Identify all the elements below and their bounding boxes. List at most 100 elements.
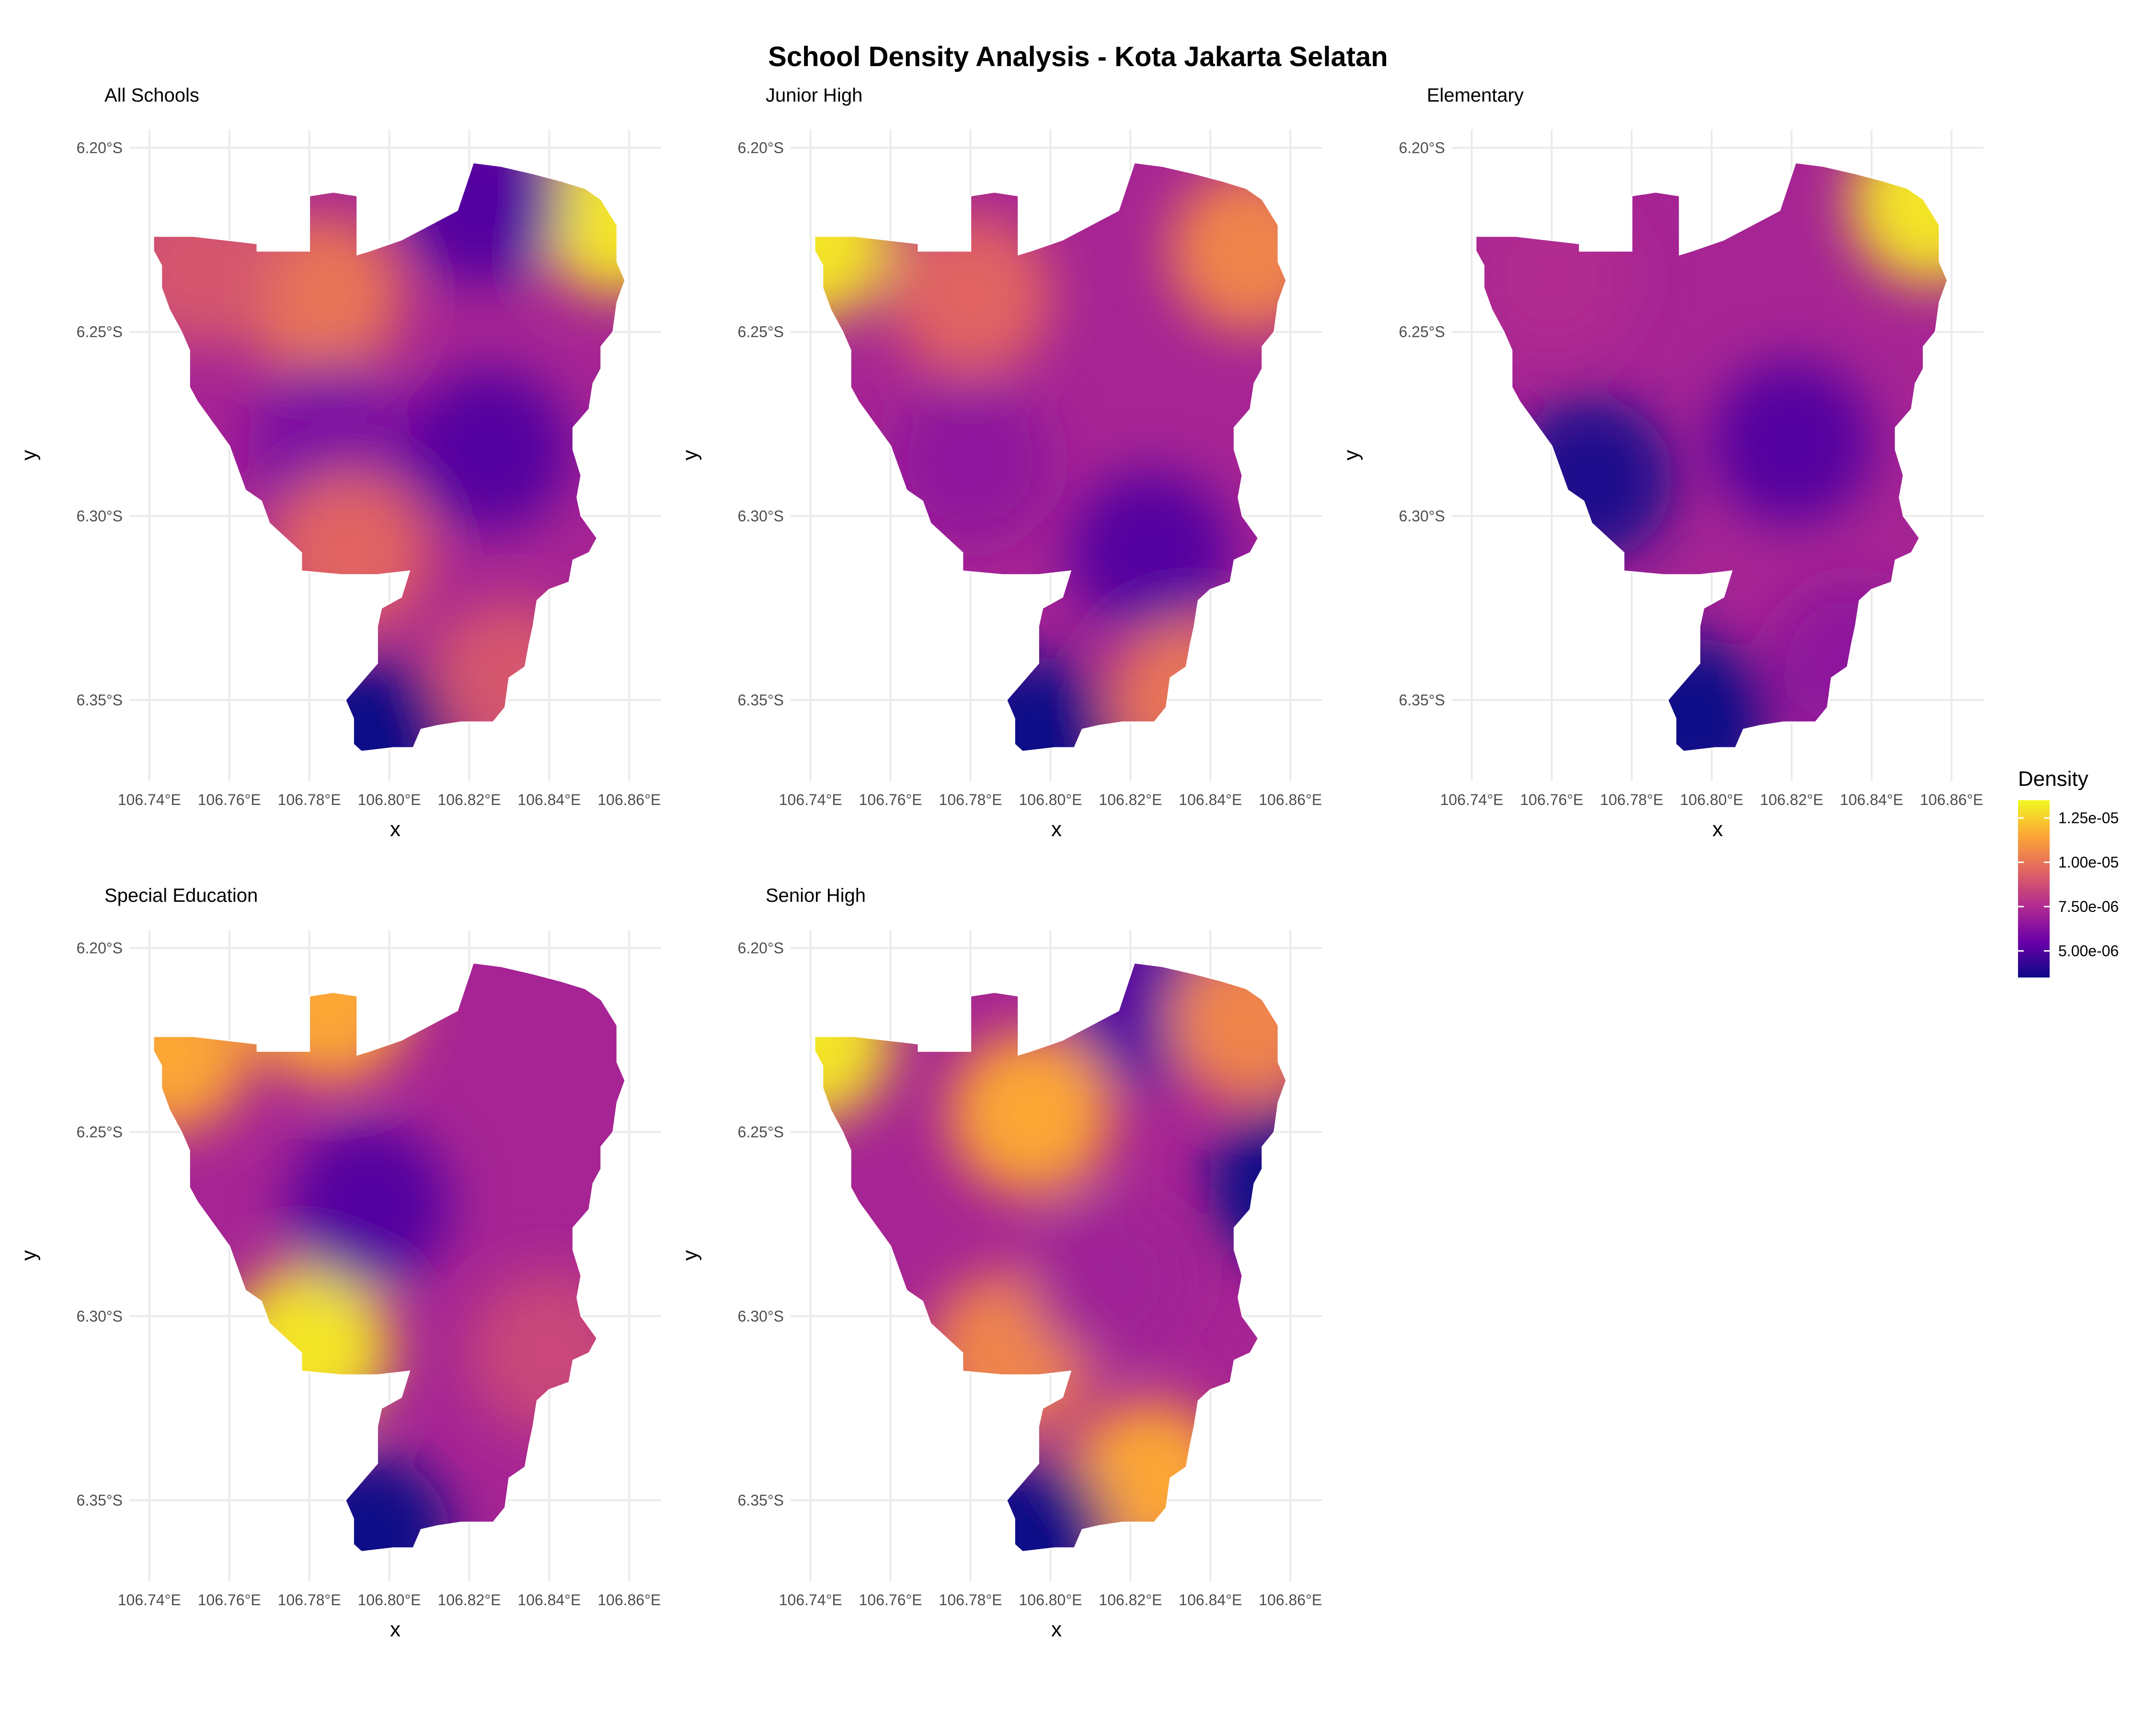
density-hotspot bbox=[1710, 361, 1873, 524]
x-axis-label: x bbox=[390, 817, 401, 841]
x-tick-label: 106.82°E bbox=[1099, 791, 1162, 808]
x-tick-label: 106.74°E bbox=[1440, 791, 1503, 808]
legend-tick-label: 5.00e-06 bbox=[2058, 943, 2119, 960]
y-axis-label: y bbox=[678, 1250, 702, 1261]
density-hotspot bbox=[268, 471, 431, 634]
density-hotspot bbox=[1169, 169, 1286, 333]
x-tick-label: 106.76°E bbox=[198, 1591, 261, 1609]
x-tick-label: 106.86°E bbox=[1259, 791, 1322, 808]
district-boundary bbox=[814, 962, 1287, 1553]
y-tick-label: 6.35°S bbox=[738, 691, 784, 709]
panel-2: Elementary 106.74°E 106.76°E 106.78°E 106.80… bbox=[1340, 85, 1984, 841]
panels: All Schools 106.74°E 106.76°E 106.78°E 106.8… bbox=[17, 85, 1984, 1641]
density-hotspot bbox=[153, 184, 279, 347]
y-tick-label: 6.25°S bbox=[77, 1124, 123, 1141]
district-boundary bbox=[814, 161, 1287, 753]
y-tick-label: 6.20°S bbox=[77, 139, 123, 156]
x-axis-label: x bbox=[390, 1618, 401, 1641]
panel-4: Senior High 106.74°E 106.76°E 106.78°E 106.8… bbox=[678, 885, 1322, 1641]
density-hotspot bbox=[1029, 1197, 1192, 1361]
y-tick-label: 6.20°S bbox=[77, 939, 123, 956]
y-tick-label: 6.30°S bbox=[738, 1308, 784, 1325]
density-hotspot bbox=[287, 1124, 451, 1288]
y-tick-label: 6.25°S bbox=[1399, 323, 1445, 341]
density-hotspot bbox=[1169, 963, 1286, 1104]
legend-tick-label: 1.25e-05 bbox=[2058, 809, 2119, 827]
x-tick-label: 106.80°E bbox=[1019, 791, 1082, 808]
panel-title: Senior High bbox=[766, 885, 866, 906]
x-tick-label: 106.82°E bbox=[1099, 1591, 1162, 1609]
y-tick-label: 6.30°S bbox=[77, 1308, 123, 1325]
x-tick-label: 106.78°E bbox=[278, 791, 341, 808]
x-tick-label: 106.78°E bbox=[939, 791, 1002, 808]
panel-3: Special Education 106.74°E 106.76°E 106.78°… bbox=[17, 885, 661, 1641]
x-tick-label: 106.84°E bbox=[1179, 791, 1242, 808]
x-tick-label: 106.80°E bbox=[357, 1591, 421, 1609]
density-hotspot bbox=[1850, 162, 1948, 285]
y-tick-label: 6.30°S bbox=[77, 507, 123, 525]
density-hotspot bbox=[248, 963, 411, 1085]
x-tick-label: 106.78°E bbox=[1600, 791, 1663, 808]
legend-title: Density bbox=[2018, 767, 2088, 791]
x-axis-label: x bbox=[1051, 817, 1062, 841]
density-hotspot bbox=[408, 368, 571, 531]
x-tick-label: 106.82°E bbox=[437, 791, 501, 808]
x-tick-label: 106.84°E bbox=[517, 1591, 581, 1609]
y-tick-label: 6.30°S bbox=[1399, 507, 1445, 525]
x-tick-label: 106.74°E bbox=[779, 1591, 842, 1609]
legend-tick-label: 7.50e-06 bbox=[2058, 898, 2119, 915]
x-tick-label: 106.74°E bbox=[779, 791, 842, 808]
x-tick-label: 106.84°E bbox=[1840, 791, 1903, 808]
panel-title: Junior High bbox=[766, 85, 862, 106]
density-hotspot bbox=[400, 162, 563, 285]
x-tick-label: 106.76°E bbox=[1520, 791, 1583, 808]
figure-title: School Density Analysis - Kota Jakarta S… bbox=[768, 41, 1388, 72]
panel-0: All Schools 106.74°E 106.76°E 106.78°E 106.8… bbox=[17, 85, 661, 841]
x-tick-label: 106.82°E bbox=[437, 1591, 501, 1609]
y-tick-label: 6.20°S bbox=[1399, 139, 1445, 156]
y-tick-label: 6.20°S bbox=[738, 139, 784, 156]
panel-1: Junior High 106.74°E 106.76°E 106.78°E 106.8… bbox=[678, 85, 1322, 841]
y-tick-label: 6.35°S bbox=[1399, 691, 1445, 709]
district-boundary bbox=[152, 161, 626, 753]
density-hotspot bbox=[1610, 637, 1773, 752]
legend-colorbar bbox=[2018, 800, 2050, 978]
density-hotspot bbox=[1069, 471, 1232, 634]
panel-title: Special Education bbox=[104, 885, 258, 906]
density-hotspot bbox=[240, 213, 403, 377]
x-tick-label: 106.86°E bbox=[1259, 1591, 1322, 1609]
x-tick-label: 106.80°E bbox=[357, 791, 421, 808]
panel-title: Elementary bbox=[1427, 85, 1524, 106]
y-axis-label: y bbox=[17, 450, 41, 460]
density-legend: Density 1.25e-05 1.00e-05 7.50e-06 5.00e-06 bbox=[2018, 767, 2119, 978]
x-tick-label: 106.84°E bbox=[517, 791, 581, 808]
y-axis-label: y bbox=[1340, 450, 1363, 460]
district-boundary bbox=[152, 962, 626, 1553]
x-tick-label: 106.76°E bbox=[198, 791, 261, 808]
y-tick-label: 6.35°S bbox=[77, 1492, 123, 1509]
y-axis-label: y bbox=[678, 450, 702, 460]
x-tick-label: 106.76°E bbox=[859, 1591, 922, 1609]
x-tick-label: 106.78°E bbox=[939, 1591, 1002, 1609]
x-tick-label: 106.74°E bbox=[118, 1591, 181, 1609]
x-tick-label: 106.80°E bbox=[1019, 1591, 1082, 1609]
panel-title: All Schools bbox=[104, 85, 199, 106]
x-tick-label: 106.74°E bbox=[118, 791, 181, 808]
y-tick-label: 6.30°S bbox=[738, 507, 784, 525]
density-hotspot bbox=[1770, 582, 1933, 745]
y-tick-label: 6.25°S bbox=[738, 323, 784, 341]
x-tick-label: 106.78°E bbox=[278, 1591, 341, 1609]
x-tick-label: 106.80°E bbox=[1680, 791, 1743, 808]
density-surface bbox=[814, 162, 1286, 752]
density-hotspot bbox=[889, 213, 1052, 377]
y-tick-label: 6.25°S bbox=[738, 1124, 784, 1141]
x-tick-label: 106.86°E bbox=[597, 1591, 661, 1609]
x-tick-label: 106.76°E bbox=[859, 791, 922, 808]
legend-tick-label: 1.00e-05 bbox=[2058, 854, 2119, 871]
x-tick-label: 106.86°E bbox=[597, 791, 661, 808]
x-axis-label: x bbox=[1051, 1618, 1062, 1641]
density-hotspot bbox=[1069, 1400, 1232, 1552]
density-hotspot bbox=[949, 1032, 1112, 1196]
x-axis-label: x bbox=[1712, 817, 1723, 841]
